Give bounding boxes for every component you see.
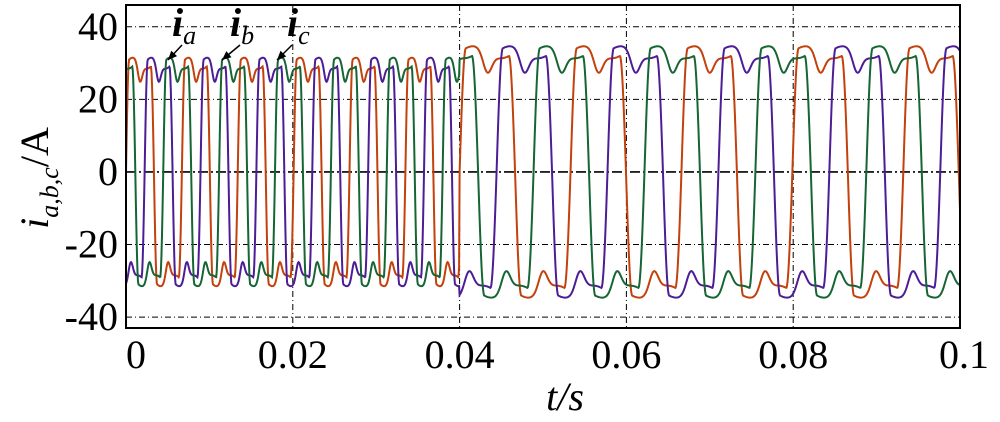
x-tick-label: 0.06 xyxy=(591,332,661,377)
x-tick-label: 0.1 xyxy=(939,332,989,377)
x-axis-label: t/s xyxy=(546,374,584,419)
x-tick-label: 0.04 xyxy=(425,332,495,377)
series-arrow-head xyxy=(222,51,232,60)
y-tick-label: 40 xyxy=(78,4,118,49)
y-tick-label: 20 xyxy=(78,76,118,121)
y-tick-label: -20 xyxy=(65,222,118,267)
series-label-b: ib xyxy=(230,0,254,50)
series-line-ib xyxy=(125,45,961,299)
series-labels: ia ib ic xyxy=(167,0,310,61)
series-label-a: ia xyxy=(172,0,196,50)
x-tick-label: 0 xyxy=(126,332,146,377)
series-group xyxy=(125,45,961,299)
x-tick-label: 0.08 xyxy=(758,332,828,377)
svg-text:ia,b,c/A: ia,b,c/A xyxy=(12,127,64,229)
series-line-ic xyxy=(125,45,961,299)
series-label-c: ic xyxy=(287,0,310,50)
y-axis-label: ia,b,c/A xyxy=(12,127,64,229)
series-arrow-head xyxy=(168,50,178,60)
series-arrow-head xyxy=(277,50,287,60)
x-tick-label: 0.02 xyxy=(258,332,328,377)
plot-frame xyxy=(125,4,961,329)
series-line-ia xyxy=(125,45,961,299)
y-tick-label: 0 xyxy=(98,149,118,194)
y-tick-label: -40 xyxy=(65,294,118,339)
